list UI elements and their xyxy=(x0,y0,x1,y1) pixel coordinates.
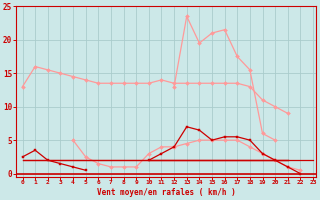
X-axis label: Vent moyen/en rafales ( km/h ): Vent moyen/en rafales ( km/h ) xyxy=(97,188,235,197)
